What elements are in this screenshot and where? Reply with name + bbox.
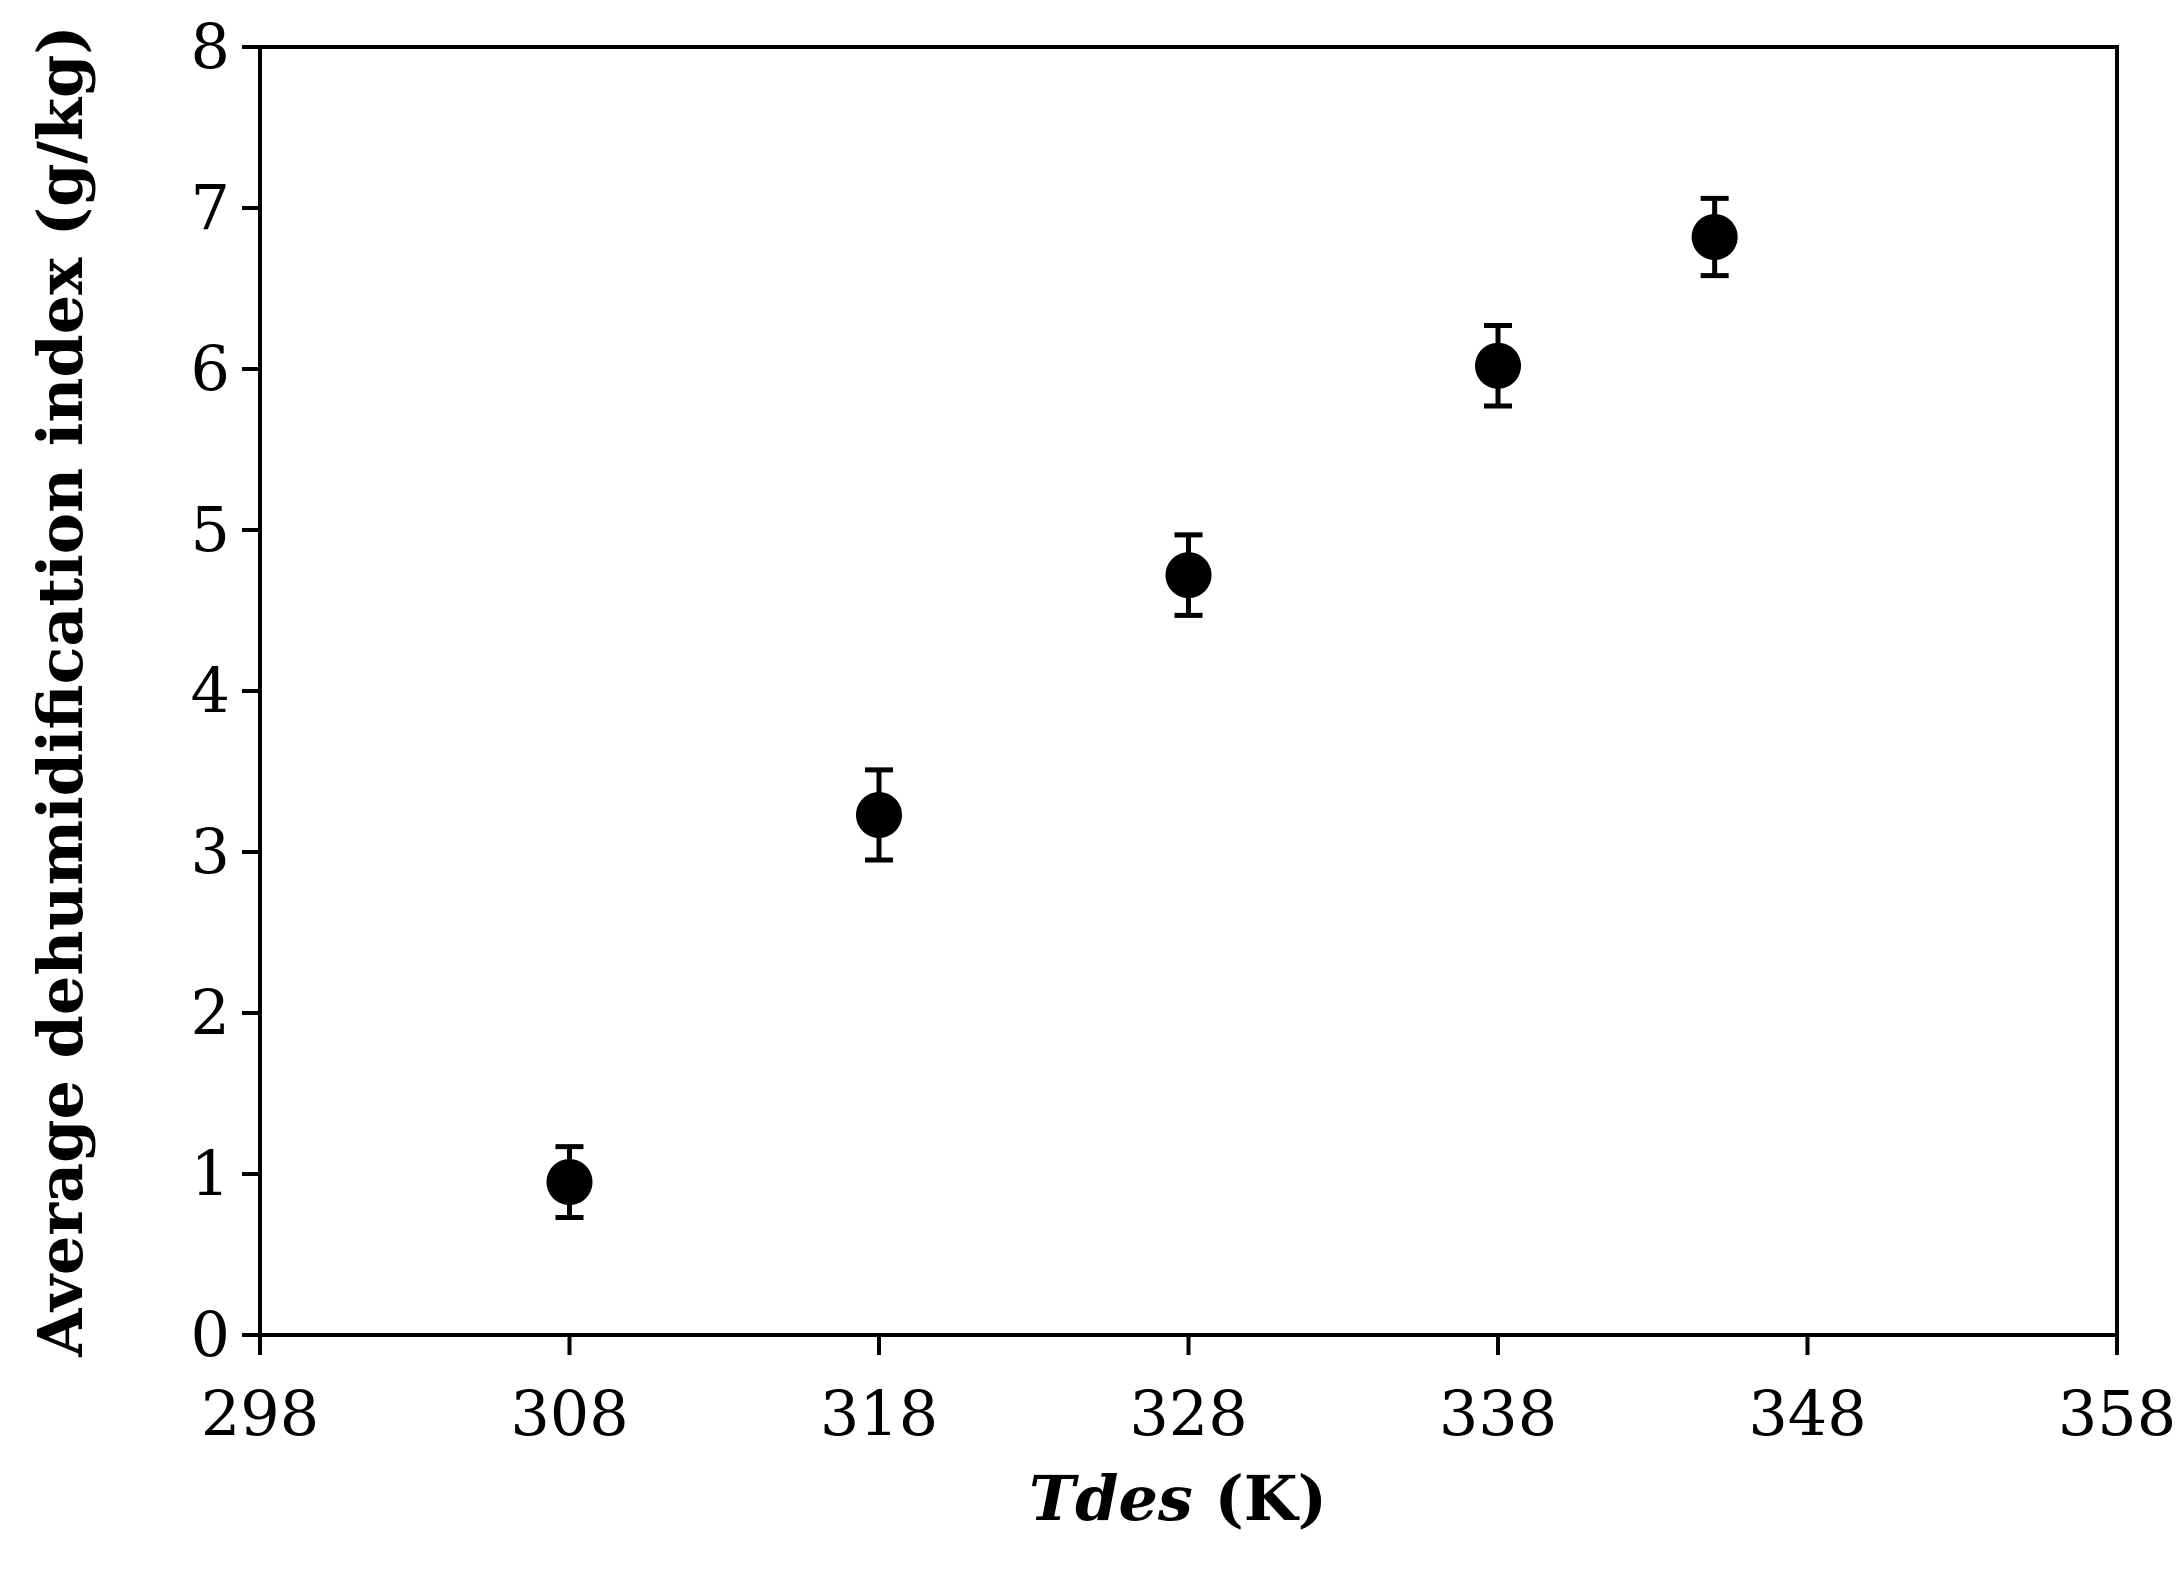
y-tick-label: 3 bbox=[191, 815, 230, 888]
x-tick-label: 298 bbox=[201, 1377, 319, 1450]
y-axis-ticks: 0 1 2 3 4 5 6 7 8 bbox=[191, 10, 260, 1371]
data-point bbox=[1475, 342, 1521, 389]
y-tick-label: 7 bbox=[191, 171, 230, 244]
x-axis-title-variable: Tdes bbox=[1029, 1462, 1193, 1535]
x-axis-ticks: 298 308 318 328 338 348 358 bbox=[201, 1335, 2176, 1450]
x-tick-label: 318 bbox=[820, 1377, 938, 1450]
data-points bbox=[546, 195, 1738, 1220]
y-tick-label: 1 bbox=[191, 1137, 230, 1210]
y-tick-label: 4 bbox=[191, 654, 230, 727]
y-tick-label: 6 bbox=[191, 332, 230, 405]
x-tick-label: 358 bbox=[2058, 1377, 2176, 1450]
data-point bbox=[1691, 213, 1738, 260]
data-point bbox=[546, 1159, 593, 1206]
y-tick-label: 0 bbox=[191, 1298, 230, 1371]
x-axis-title-unit: (K) bbox=[1214, 1462, 1327, 1535]
y-tick-label: 8 bbox=[191, 10, 230, 83]
y-tick-label: 2 bbox=[191, 976, 230, 1049]
y-tick-label: 5 bbox=[191, 493, 230, 566]
x-tick-label: 328 bbox=[1129, 1377, 1247, 1450]
data-point bbox=[1165, 552, 1212, 599]
y-axis-title: Average dehumidification index (g/kg) bbox=[24, 25, 97, 1357]
x-tick-label: 308 bbox=[510, 1377, 628, 1450]
x-axis-title: Tdes (K) bbox=[1029, 1462, 1327, 1535]
plot-area-frame bbox=[258, 45, 2119, 1337]
x-tick-label: 348 bbox=[1748, 1377, 1866, 1450]
data-point bbox=[856, 791, 902, 838]
x-tick-label: 338 bbox=[1439, 1377, 1557, 1450]
